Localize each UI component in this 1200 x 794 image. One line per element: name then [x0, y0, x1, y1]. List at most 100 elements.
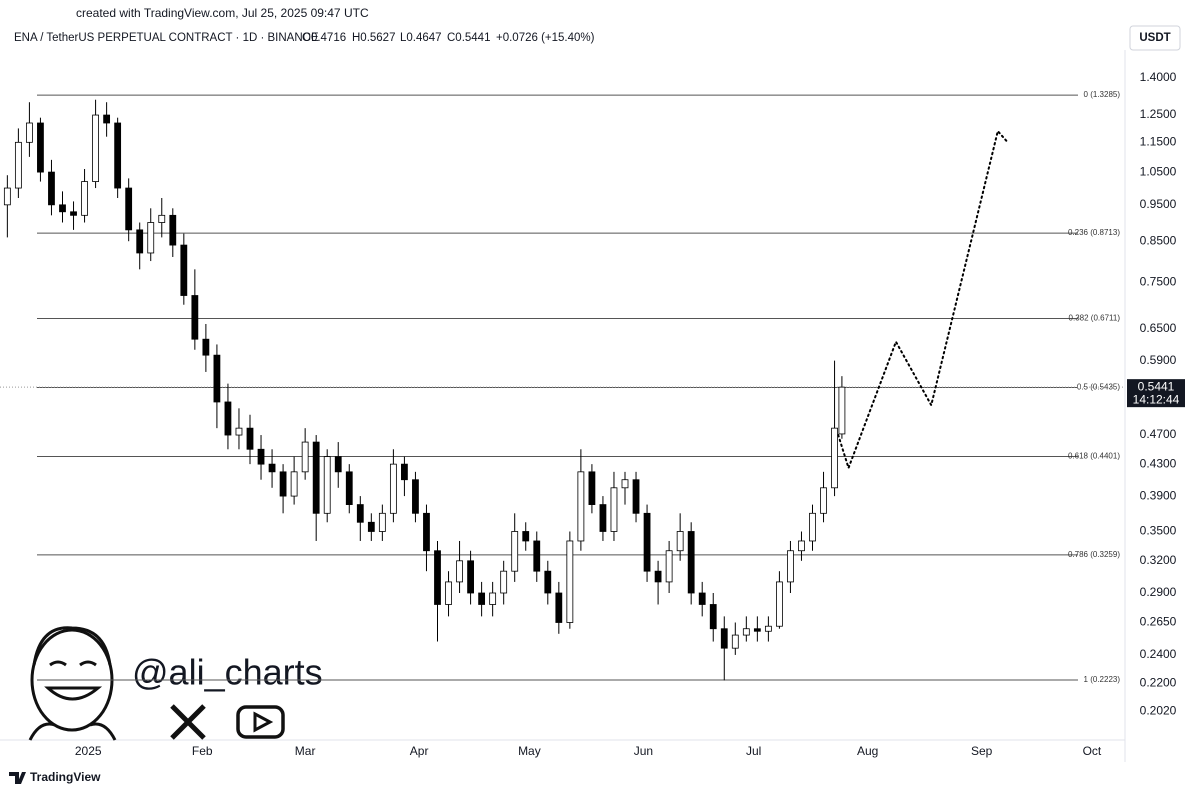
fib-label: 0 (1.3285)	[1084, 90, 1121, 99]
candle-body	[191, 295, 199, 340]
candle-body	[764, 625, 772, 632]
y-tick-label: 0.2400	[1140, 647, 1177, 661]
candle-body	[731, 634, 739, 649]
y-tick-label: 0.2650	[1140, 615, 1177, 629]
x-tick-label: Jul	[746, 744, 761, 758]
candle-body	[610, 487, 618, 532]
candle-body	[654, 570, 662, 583]
candle-body	[698, 592, 706, 605]
x-tick-label: May	[518, 744, 541, 758]
x-tick-label: Feb	[192, 744, 213, 758]
candle-body	[323, 456, 331, 514]
ohlc-close: C0.5441	[447, 32, 490, 44]
candle-body	[279, 471, 287, 497]
ohlc-change: +0.0726 (+15.40%)	[496, 32, 595, 44]
candle-body	[643, 512, 651, 572]
watermark-handle: @ali_charts	[132, 652, 323, 693]
x-icon	[170, 704, 206, 740]
candle-body	[434, 550, 441, 605]
y-tick-label: 1.0500	[1140, 164, 1177, 178]
candle-body	[114, 122, 122, 189]
candle-body	[70, 211, 77, 216]
candle-body	[798, 540, 805, 552]
candle-body	[180, 244, 188, 296]
y-tick-label: 0.8500	[1140, 233, 1177, 247]
x-tick-label: Aug	[857, 744, 878, 758]
fib-label: 0.236 (0.8713)	[1068, 228, 1120, 237]
candle-body	[533, 540, 541, 572]
candle-body	[345, 471, 353, 505]
y-tick-label: 0.3200	[1140, 553, 1177, 567]
candle-body	[809, 512, 816, 542]
y-tick-label: 0.7500	[1140, 274, 1177, 288]
price-tag-value: 0.5441	[1138, 379, 1175, 393]
candle-body	[676, 531, 684, 552]
candle-body	[334, 456, 342, 473]
candle-body	[831, 427, 838, 489]
candle-body	[401, 463, 408, 481]
currency[interactable]: USDT	[1139, 32, 1170, 44]
candle-body	[92, 114, 99, 182]
candle-body	[202, 338, 210, 356]
x-tick-label: Sep	[971, 744, 993, 758]
candle-body	[48, 171, 55, 206]
y-tick-label: 0.9500	[1140, 197, 1177, 211]
candle-body	[268, 463, 276, 473]
y-tick-label: 1.2500	[1140, 107, 1177, 121]
candle-body	[14, 141, 22, 189]
projection-path	[837, 129, 1009, 472]
y-tick-label: 0.3900	[1140, 488, 1177, 502]
candle-body	[577, 471, 585, 542]
ohlc-high: H0.5627	[352, 32, 395, 44]
symbol-title: ENA / TetherUS PERPETUAL CONTRACT · 1D ·…	[14, 32, 319, 44]
candle-body	[213, 354, 221, 403]
ohlc-low: L0.4647	[400, 32, 442, 44]
candle-body	[555, 592, 563, 623]
y-tick-label: 0.2900	[1140, 585, 1177, 599]
y-tick-label: 0.5900	[1140, 353, 1177, 367]
candle-body	[467, 560, 474, 594]
candle-body	[37, 122, 44, 173]
x-tick-label: Apr	[410, 744, 429, 758]
candle-body	[709, 604, 717, 630]
x-tick-label: Oct	[1083, 744, 1102, 758]
candle-body	[235, 427, 243, 436]
candle-body	[456, 560, 463, 583]
candle-body	[742, 628, 750, 636]
y-tick-label: 0.6500	[1140, 321, 1177, 335]
ohlc-open: O0.4716	[302, 32, 346, 44]
candle-body	[136, 229, 144, 254]
candle-body	[412, 479, 419, 514]
currency-box[interactable]	[1129, 25, 1181, 51]
candle-body	[257, 448, 265, 465]
candle-body	[588, 471, 596, 505]
candle-body	[838, 386, 846, 435]
candle-body	[621, 479, 629, 489]
y-tick-label: 0.3500	[1140, 524, 1177, 538]
candle-body	[367, 521, 375, 532]
candle-body	[81, 181, 88, 216]
candle-body	[103, 114, 111, 124]
y-tick-label: 1.1500	[1140, 135, 1177, 149]
watermark	[28, 626, 117, 741]
candle-body	[511, 531, 519, 572]
candle-body	[169, 214, 177, 246]
candle-body	[224, 401, 232, 436]
candle-body	[599, 504, 607, 532]
fib-label: 1 (0.2223)	[1084, 675, 1121, 684]
footer-brand: TradingView	[30, 770, 101, 784]
x-tick-label: Mar	[295, 744, 316, 758]
price-tag-countdown: 14:12:44	[1133, 392, 1180, 406]
candle-body	[389, 463, 397, 514]
y-tick-label: 0.4700	[1140, 427, 1177, 441]
candle-body	[489, 592, 497, 605]
candle-body	[753, 628, 761, 632]
youtube-icon	[236, 705, 285, 739]
y-tick-label: 0.4300	[1140, 456, 1177, 470]
candle-body	[246, 427, 254, 450]
candle-body	[423, 512, 430, 552]
created-note: created with TradingView.com, Jul 25, 20…	[76, 6, 369, 20]
candle-body	[820, 487, 827, 514]
candle-body	[147, 222, 155, 254]
